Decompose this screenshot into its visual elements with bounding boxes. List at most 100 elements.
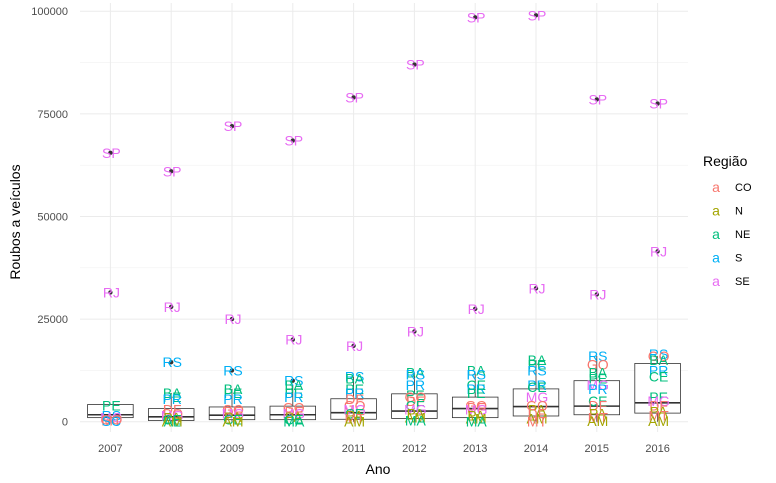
state-label-2012-SP: SP xyxy=(406,57,425,73)
legend: Região a CO a Na NE a Sa SE xyxy=(703,153,752,289)
outlier-point-2010-RS xyxy=(290,378,295,383)
outlier-point-2014-RJ xyxy=(533,286,539,291)
state-label-2009-BA: BA xyxy=(224,381,243,397)
x-tick-label-2013: 2013 xyxy=(463,443,487,455)
state-label-2011-BA: BA xyxy=(345,371,364,387)
state-label-2014-MG: MG xyxy=(526,389,549,405)
state-label-2012-GO: GO xyxy=(405,389,427,405)
state-label-2013-PE: PE xyxy=(467,385,486,401)
state-label-2009-PR: PR xyxy=(223,391,242,407)
state-label-2016-MG: MG xyxy=(647,393,670,409)
state-label-2009-PE: PE xyxy=(224,385,243,401)
state-label-2013-RJ: RJ xyxy=(468,301,485,317)
x-axis-title: Ano xyxy=(366,461,391,477)
state-label-2015-MT: MT xyxy=(588,410,609,426)
state-label-2008-PA: PA xyxy=(163,410,181,426)
state-label-2012-MA: MA xyxy=(405,413,427,429)
state-label-2007-RJ: RJ xyxy=(103,284,120,300)
outlier-point-2014-SP xyxy=(533,13,539,18)
outlier-point-2010-RJ xyxy=(290,337,295,342)
box-2008 xyxy=(147,408,195,421)
state-label-2012-PR: PR xyxy=(406,377,425,393)
state-label-2008-DF: DF xyxy=(163,401,182,417)
legend-label-NE: NE xyxy=(735,229,750,241)
state-label-2011-MG: MG xyxy=(343,401,366,417)
state-label-2007-PE: PE xyxy=(102,397,121,413)
state-label-2011-SP: SP xyxy=(345,89,364,105)
outlier-points xyxy=(108,13,660,383)
boxes xyxy=(87,356,681,422)
state-label-2007-MT: MT xyxy=(101,413,122,429)
state-label-2007-RS: RS xyxy=(102,408,121,424)
state-label-2009-MG: MG xyxy=(222,406,245,422)
state-label-2010-MA: MA xyxy=(283,414,305,430)
state-label-2013-MG: MG xyxy=(465,401,488,417)
state-label-2008-RJ: RJ xyxy=(164,299,181,315)
box-2011 xyxy=(330,398,377,420)
x-tick-label-2015: 2015 xyxy=(585,443,609,455)
y-tick-label: 50000 xyxy=(37,211,68,223)
state-label-2013-PA: PA xyxy=(467,408,485,424)
x-tick-label-2007: 2007 xyxy=(98,443,122,455)
state-label-2014-BA: BA xyxy=(528,352,547,368)
state-label-2014-MT: MT xyxy=(527,414,548,430)
outlier-point-2009-RS xyxy=(229,368,235,373)
outlier-point-2009-RJ xyxy=(229,316,235,322)
state-label-2010-PE: PE xyxy=(284,385,303,401)
state-label-2014-PA: PA xyxy=(528,401,546,417)
state-label-2014-RJ: RJ xyxy=(528,280,545,296)
state-label-2009-RS: RS xyxy=(223,362,242,378)
outlier-point-2007-SP xyxy=(108,150,113,156)
state-label-2015-CE: CE xyxy=(588,393,607,409)
state-label-2011-GO: GO xyxy=(344,397,366,413)
state-label-2016-RS: RS xyxy=(649,346,668,362)
state-label-2009-PA: PA xyxy=(224,409,242,425)
state-label-2011-AM: AM xyxy=(344,414,365,430)
outlier-point-2011-RJ xyxy=(351,343,356,348)
x-tick-label-2012: 2012 xyxy=(402,443,426,455)
state-label-2015-PA: PA xyxy=(589,406,607,422)
state-label-2007-MG: MG xyxy=(100,410,123,426)
legend-key-CO: a xyxy=(712,179,720,195)
state-label-2015-BA: BA xyxy=(588,364,607,380)
state-label-2010-CE: CE xyxy=(284,411,303,427)
y-tick-label: 75000 xyxy=(37,109,68,121)
state-label-2008-AM: AM xyxy=(162,414,183,430)
state-label-2016-BA: BA xyxy=(649,352,668,368)
state-label-2016-PE: PE xyxy=(649,389,668,405)
state-label-2014-PR: PR xyxy=(527,377,546,393)
state-label-2011-DF: DF xyxy=(345,391,364,407)
state-label-2010-RJ: RJ xyxy=(285,332,302,348)
state-label-2015-MG: MG xyxy=(587,377,610,393)
state-label-2016-AM: AM xyxy=(648,413,669,429)
state-label-2011-PE: PE xyxy=(345,381,364,397)
x-tick-label-2010: 2010 xyxy=(281,443,305,455)
x-axis-ticks: 2007 2008 2009 2010 2011 2012 2013 2014 2015 2016 xyxy=(98,443,670,455)
state-label-2016-PA: PA xyxy=(650,403,668,419)
state-label-2015-PR: PR xyxy=(588,381,607,397)
box-2014 xyxy=(512,388,560,417)
state-label-2013-SP: SP xyxy=(467,9,486,25)
state-label-2012-DF: DF xyxy=(406,393,425,409)
state-label-2012-CE: CE xyxy=(406,397,425,413)
box-2013 xyxy=(451,396,499,419)
state-label-2010-GO: GO xyxy=(283,399,305,415)
legend-title: Região xyxy=(703,153,748,169)
state-label-2007-SC: SC xyxy=(102,413,121,429)
x-tick-label-2011: 2011 xyxy=(342,443,366,455)
state-label-2016-PR: PR xyxy=(649,362,668,378)
state-label-2014-SP: SP xyxy=(528,7,547,23)
state-label-2015-DF: DF xyxy=(588,397,607,413)
box-2012 xyxy=(391,393,438,419)
state-label-2010-PA: PA xyxy=(285,409,303,425)
state-label-2008-SP: SP xyxy=(163,163,182,179)
outlier-point-2008-SP xyxy=(169,169,174,174)
state-label-2008-PE: PE xyxy=(163,389,182,405)
legend-label-CO: CO xyxy=(735,182,752,194)
state-label-2013-BA: BA xyxy=(467,362,486,378)
state-label-2016-MT: MT xyxy=(648,408,669,424)
grid xyxy=(80,3,688,432)
state-label-2014-GO: GO xyxy=(526,397,548,413)
state-label-2016-DF: DF xyxy=(649,397,668,413)
